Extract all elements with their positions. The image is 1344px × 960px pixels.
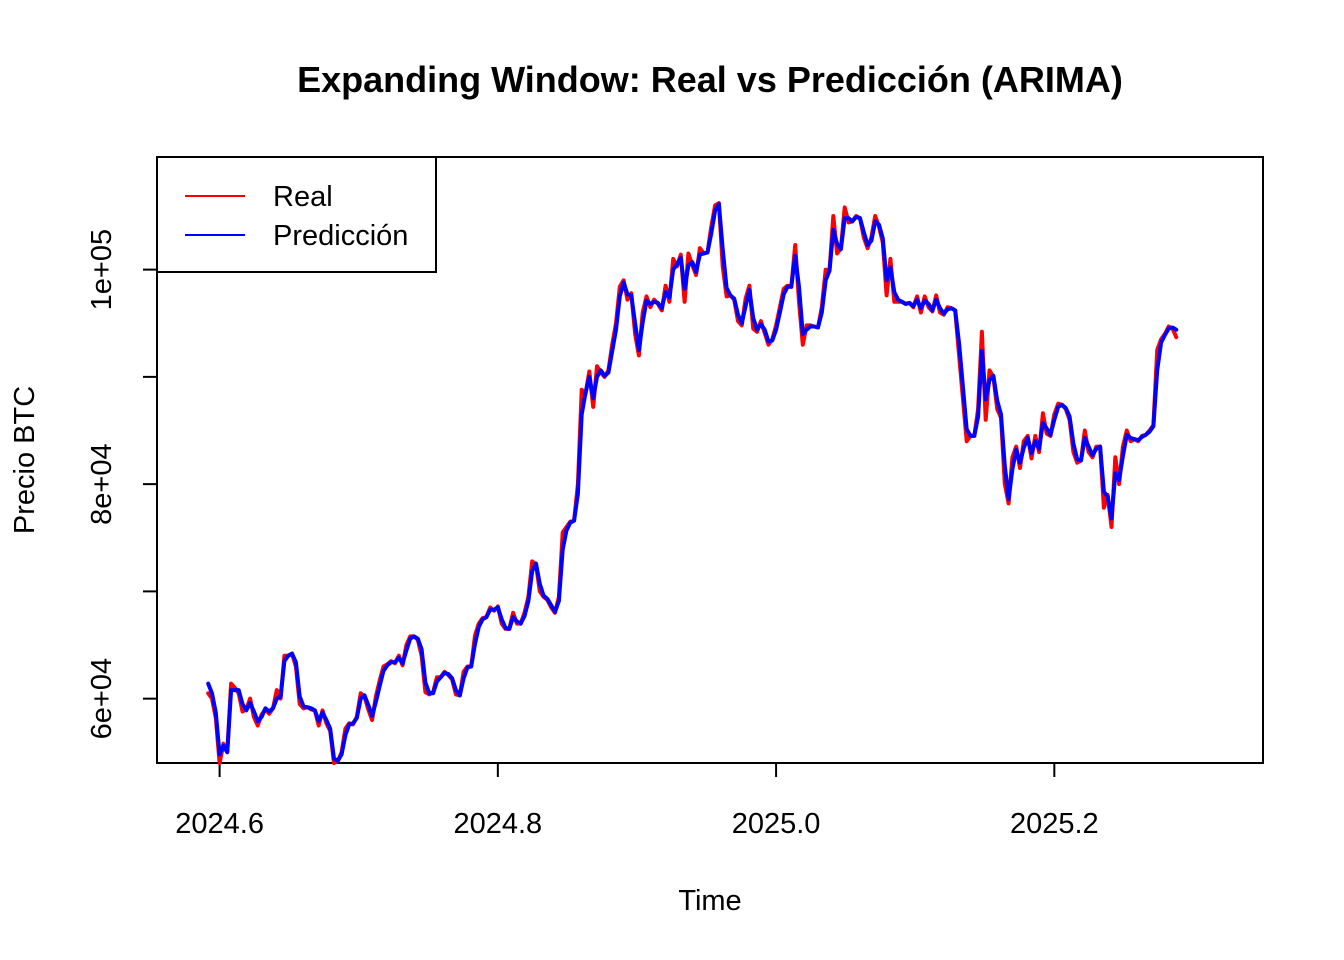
legend-label-real: Real (273, 181, 333, 213)
x-axis-label: Time (678, 885, 741, 917)
series-line-prediccion (206, 202, 1179, 763)
x-tick-label: 2024.6 (175, 808, 264, 840)
x-tick-label: 2025.0 (732, 808, 821, 840)
y-tick-label: 8e+04 (86, 443, 118, 524)
legend: Real Predicción (156, 156, 437, 273)
y-axis: 6e+04 8e+04 1e+05 (86, 229, 158, 739)
y-tick-label: 1e+05 (86, 229, 118, 310)
chart-title: Expanding Window: Real vs Predicción (AR… (297, 59, 1123, 100)
legend-box (156, 156, 437, 273)
legend-label-prediccion: Predicción (273, 220, 408, 252)
series-line-real (206, 201, 1179, 765)
x-tick-label: 2025.2 (1010, 808, 1099, 840)
y-tick-label: 6e+04 (86, 658, 118, 739)
x-axis: 2024.6 2024.8 2025.0 2025.2 (175, 762, 1099, 840)
series-layer (206, 201, 1179, 765)
x-tick-label: 2024.8 (453, 808, 542, 840)
y-axis-label: Precio BTC (9, 386, 41, 534)
